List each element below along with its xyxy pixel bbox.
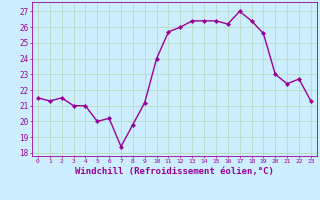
X-axis label: Windchill (Refroidissement éolien,°C): Windchill (Refroidissement éolien,°C) [75,167,274,176]
